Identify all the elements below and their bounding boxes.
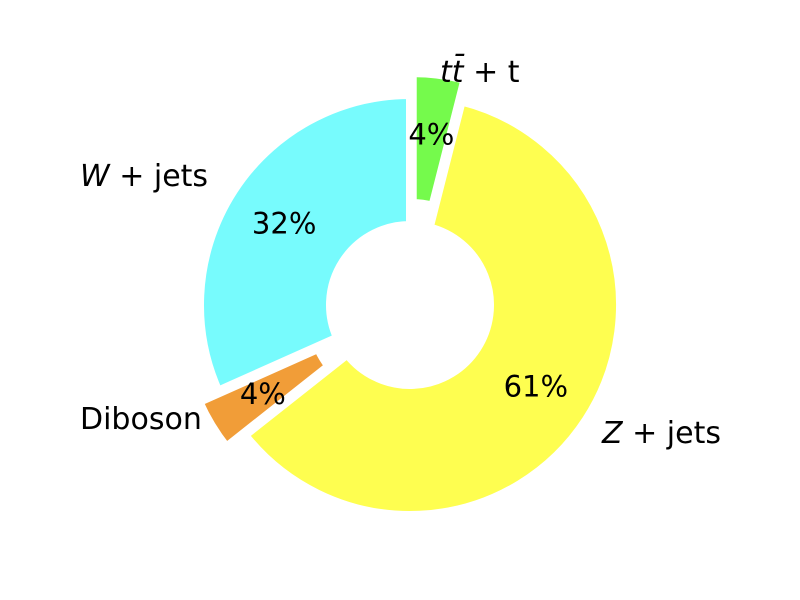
label-z-jets: Z + jets (601, 416, 721, 451)
percent-label-w-jets: 32% (252, 206, 316, 240)
slice-tt-t (408, 69, 470, 211)
percent-label-z-jets: 61% (504, 370, 568, 404)
percent-label-diboson: 4% (240, 377, 286, 411)
slice-w-jets (196, 90, 414, 396)
percent-label-group: 32% 4% 61% 4% (240, 117, 568, 411)
label-diboson: Diboson (80, 402, 202, 437)
label-w-jets: W + jets (80, 159, 208, 194)
slice-z-jets (239, 96, 624, 519)
percent-label-tt-t: 4% (408, 117, 454, 151)
label-ttbar-t: tt̄ + t (440, 54, 520, 90)
category-label-group: W + jets Diboson Z + jets tt̄ + t (80, 54, 721, 451)
slice-group (194, 69, 624, 519)
